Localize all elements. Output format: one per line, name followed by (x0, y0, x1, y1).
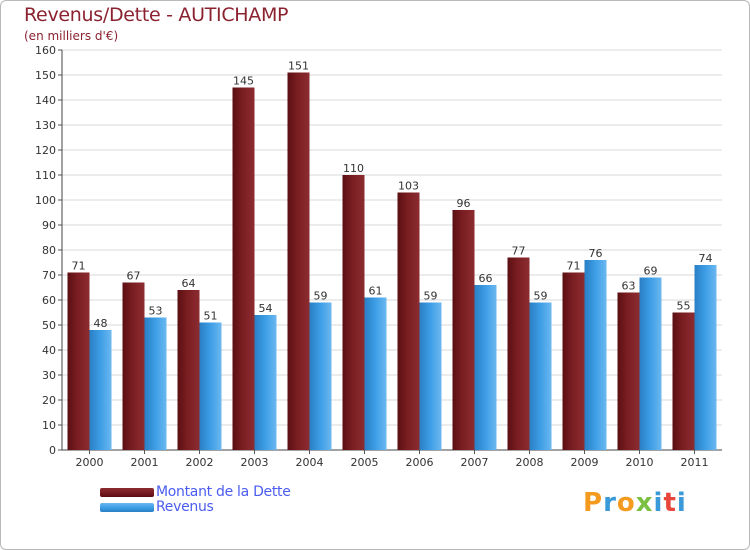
y-tick-label: 140 (35, 94, 56, 107)
chart-subtitle: (en milliers d'€) (24, 29, 119, 43)
bar-revenus (309, 302, 332, 450)
data-label-revenus: 59 (534, 290, 548, 303)
bar-revenus (474, 285, 497, 450)
x-tick-label: 2002 (186, 456, 214, 469)
bar-dette (67, 272, 90, 450)
logo-letter: o (616, 488, 636, 518)
data-label-dette: 110 (343, 162, 364, 175)
y-tick-label: 90 (42, 219, 56, 232)
data-label-revenus: 59 (314, 290, 328, 303)
chart-title: Revenus/Dette - AUTICHAMP (24, 4, 289, 26)
data-label-dette: 77 (512, 245, 526, 258)
bar-revenus (694, 265, 717, 450)
logo-letter: x (635, 488, 654, 518)
data-label-dette: 67 (127, 270, 141, 283)
data-label-revenus: 51 (204, 310, 218, 323)
x-tick-label: 2001 (131, 456, 159, 469)
bar-dette (507, 257, 530, 450)
x-tick-label: 2005 (351, 456, 379, 469)
data-label-dette: 103 (398, 180, 419, 193)
x-tick-label: 2007 (461, 456, 489, 469)
bar-dette (342, 175, 365, 450)
bar-revenus (584, 260, 607, 450)
logo-letter: r (603, 488, 617, 518)
logo-letter: i (676, 488, 687, 518)
y-tick-label: 130 (35, 119, 56, 132)
data-label-dette: 55 (677, 300, 691, 313)
y-tick-label: 40 (42, 344, 56, 357)
x-tick-label: 2006 (406, 456, 434, 469)
legend-swatch-revenus (100, 503, 154, 512)
bar-revenus (529, 302, 552, 450)
y-tick-label: 80 (42, 244, 56, 257)
data-label-dette: 151 (288, 60, 309, 73)
bar-revenus (419, 302, 442, 450)
data-label-dette: 71 (567, 260, 581, 273)
data-label-revenus: 53 (149, 305, 163, 318)
y-tick-label: 160 (35, 44, 56, 57)
x-tick-label: 2008 (516, 456, 544, 469)
x-tick-label: 2010 (626, 456, 654, 469)
legend-label-revenus: Revenus (156, 499, 214, 515)
legend-label-dette: Montant de la Dette (156, 484, 291, 500)
y-tick-label: 60 (42, 294, 56, 307)
bar-dette (122, 282, 145, 450)
y-tick-label: 70 (42, 269, 56, 282)
data-label-revenus: 48 (94, 317, 108, 330)
x-tick-label: 2000 (76, 456, 104, 469)
y-tick-label: 0 (49, 444, 56, 457)
bar-revenus (89, 330, 112, 450)
y-tick-label: 120 (35, 144, 56, 157)
x-tick-label: 2004 (296, 456, 324, 469)
y-tick-label: 100 (35, 194, 56, 207)
logo-letter: t (663, 488, 677, 518)
y-tick-label: 110 (35, 169, 56, 182)
data-label-dette: 64 (182, 277, 196, 290)
data-label-dette: 145 (233, 75, 254, 88)
y-tick-label: 150 (35, 69, 56, 82)
logo-letter: P (583, 488, 604, 518)
x-tick-label: 2009 (571, 456, 599, 469)
data-label-dette: 71 (72, 260, 86, 273)
bar-revenus (254, 315, 277, 450)
data-label-dette: 96 (457, 197, 471, 210)
bar-dette (232, 87, 255, 450)
data-label-revenus: 66 (479, 272, 493, 285)
y-tick-label: 20 (42, 394, 56, 407)
data-label-revenus: 74 (699, 252, 713, 265)
x-tick-label: 2003 (241, 456, 269, 469)
data-label-revenus: 61 (369, 285, 383, 298)
bar-dette (287, 72, 310, 450)
bar-dette (562, 272, 585, 450)
bar-dette (617, 292, 640, 450)
bar-revenus (144, 317, 167, 450)
logo-letter: i (653, 488, 664, 518)
y-tick-label: 50 (42, 319, 56, 332)
bar-dette (672, 312, 695, 450)
bar-dette (177, 290, 200, 450)
bar-revenus (364, 297, 387, 450)
bar-revenus (639, 277, 662, 450)
data-label-revenus: 76 (589, 247, 603, 260)
bar-dette (452, 210, 475, 450)
data-label-revenus: 54 (259, 302, 273, 315)
proxiti-logo: Proxiti (583, 488, 687, 518)
legend-swatch-dette (100, 488, 154, 497)
y-tick-label: 10 (42, 419, 56, 432)
bar-revenus (199, 322, 222, 450)
data-label-revenus: 69 (644, 265, 658, 278)
y-tick-label: 30 (42, 369, 56, 382)
data-label-revenus: 59 (424, 290, 438, 303)
x-tick-label: 2011 (681, 456, 709, 469)
data-label-dette: 63 (622, 280, 636, 293)
bar-dette (397, 192, 420, 450)
